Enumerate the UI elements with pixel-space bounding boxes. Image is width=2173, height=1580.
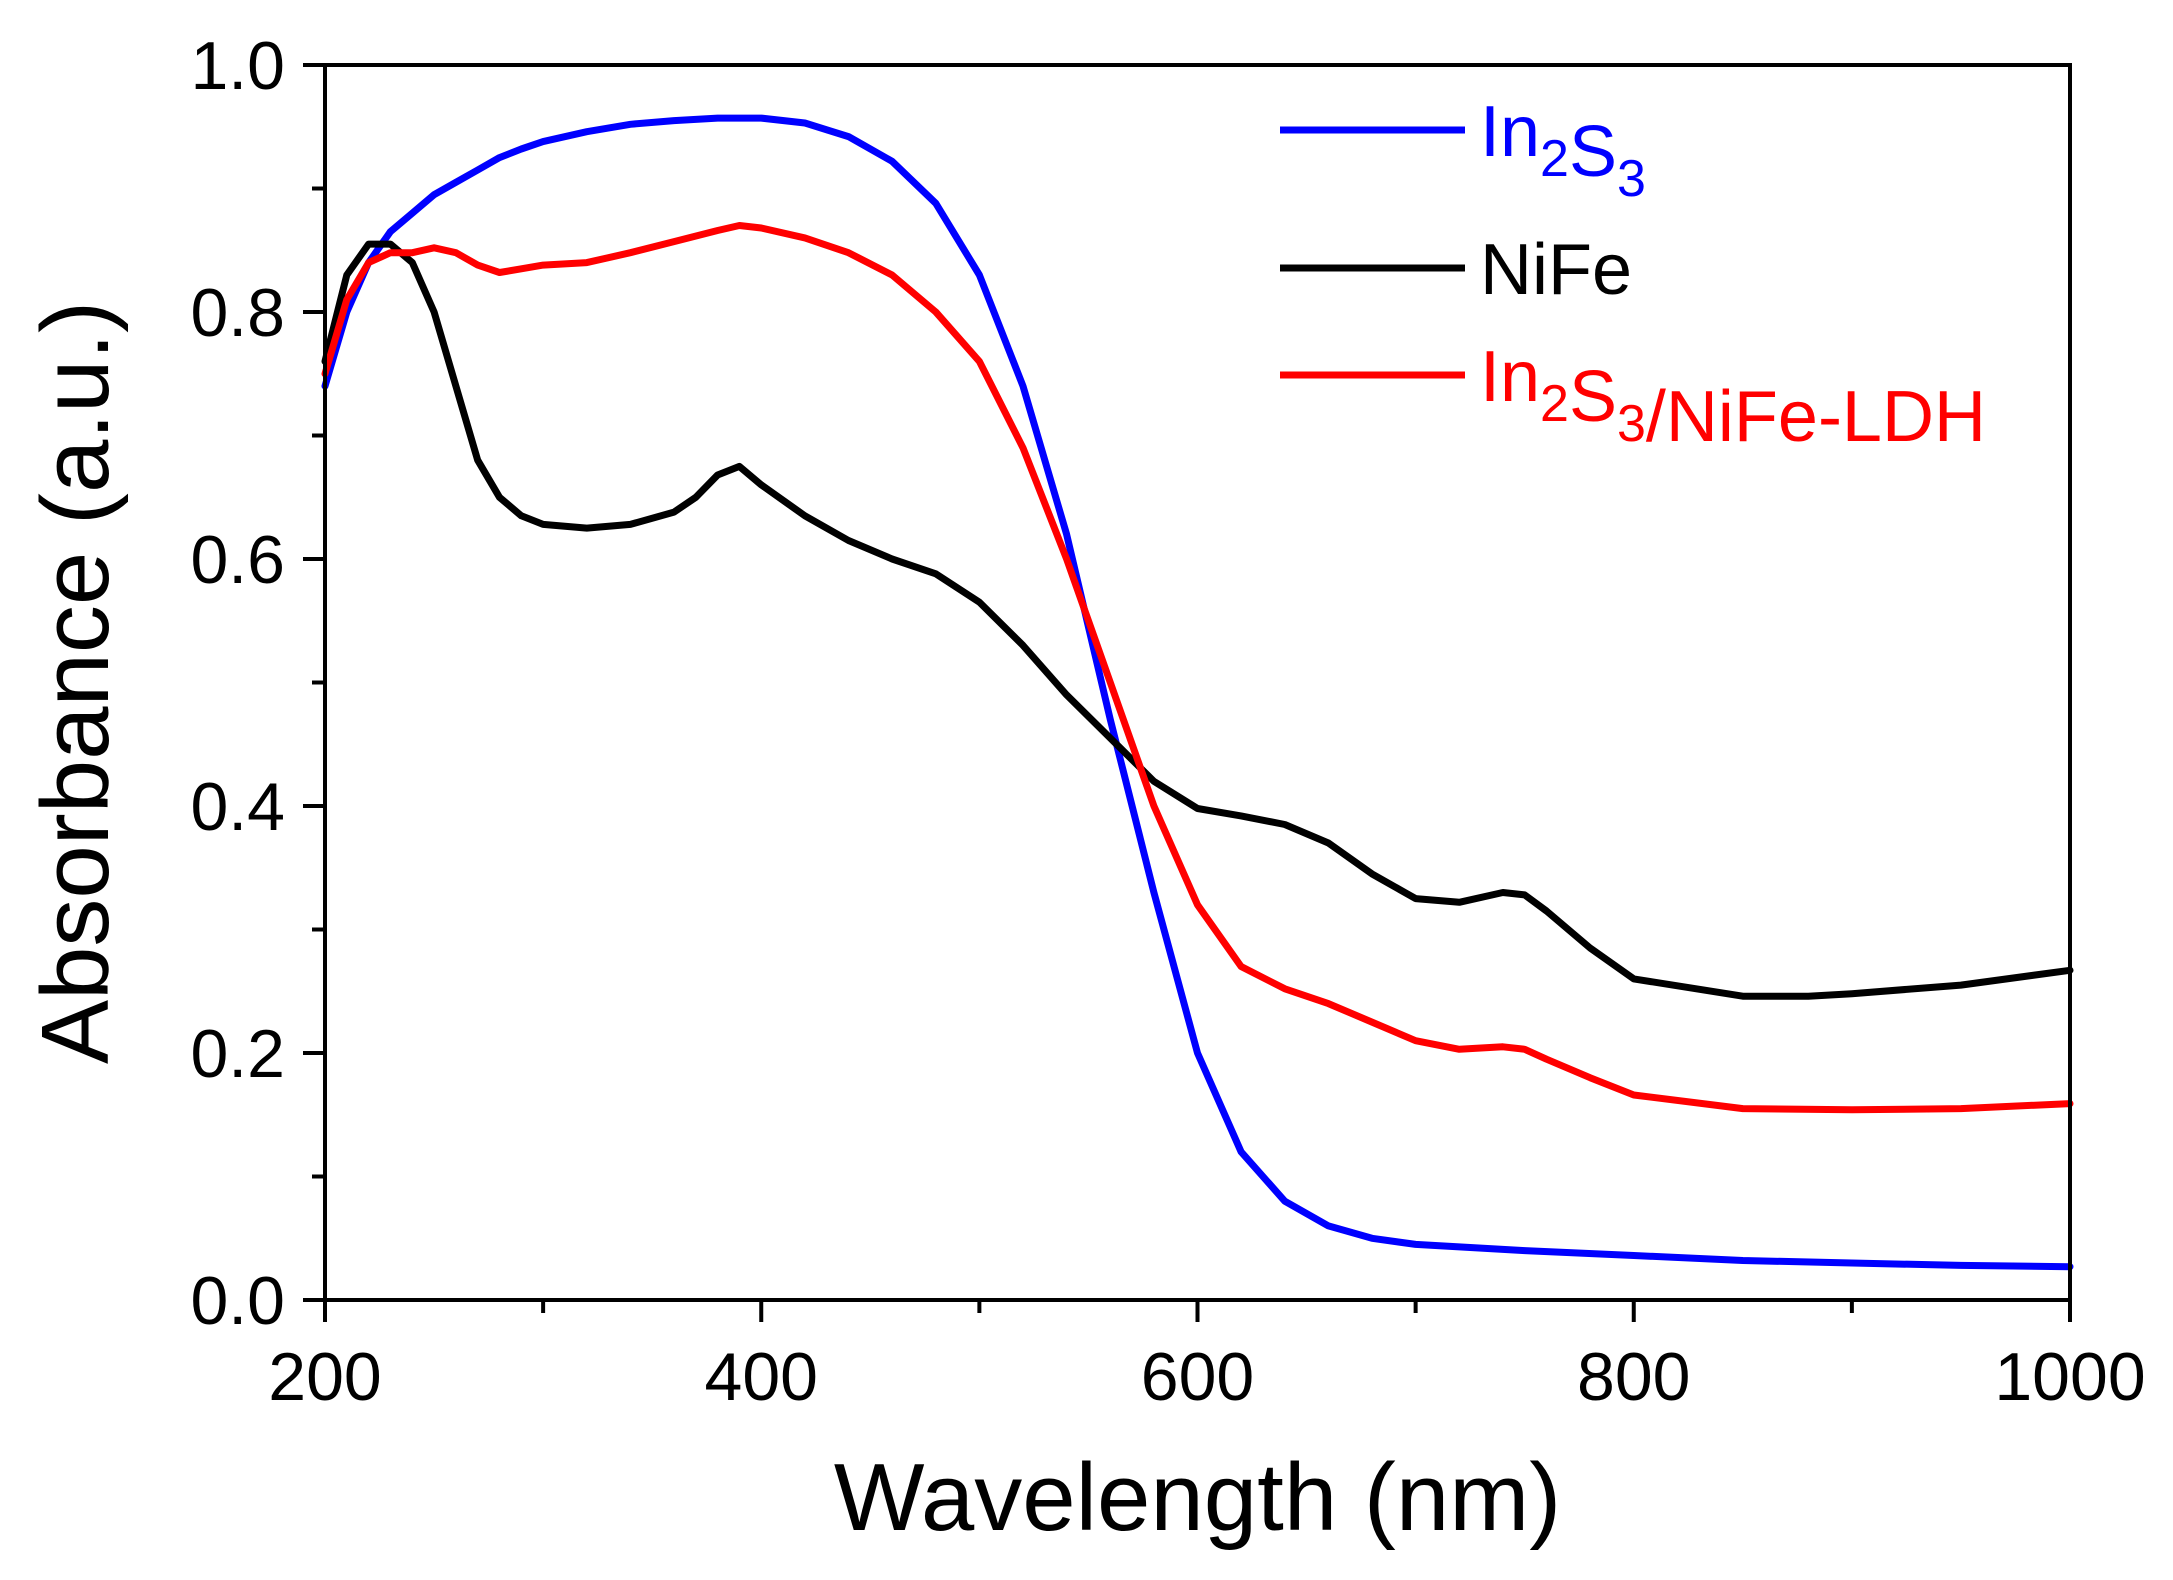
x-tick-label: 800	[1577, 1339, 1690, 1415]
series-layer	[321, 114, 2074, 1271]
series-line-1	[321, 240, 2074, 1000]
ticks-layer	[303, 63, 2072, 1322]
x-axis-title: Wavelength (nm)	[834, 1444, 1561, 1551]
y-tick-label: 0.2	[190, 1016, 285, 1092]
legend-label-1: NiFe	[1480, 230, 1632, 310]
x-tick-label: 400	[705, 1339, 818, 1415]
y-tick-label: 0.8	[190, 275, 285, 351]
x-tick-label: 200	[268, 1339, 381, 1415]
y-tick-label: 0.6	[190, 522, 285, 598]
plot-frame	[323, 63, 2072, 1302]
labels-layer: 200 400 600 800 1000 0.0 0.2 0.4 0.6 0.8 1.0	[190, 28, 2145, 1415]
x-tick-label: 1000	[1994, 1339, 2145, 1415]
legend: In2S3 NiFe In2S3/NiFe-LDH	[1280, 92, 1986, 457]
series-line-2	[321, 222, 2074, 1114]
y-axis-title: Absorbance (a.u.)	[22, 301, 129, 1064]
legend-label-0: In2S3	[1480, 92, 1646, 208]
x-tick-label: 600	[1141, 1339, 1254, 1415]
series-line-0	[321, 114, 2074, 1271]
y-tick-label: 1.0	[190, 28, 285, 104]
legend-label-2: In2S3/NiFe-LDH	[1480, 337, 1986, 457]
y-tick-label: 0.4	[190, 769, 285, 845]
y-tick-label: 0.0	[190, 1263, 285, 1339]
